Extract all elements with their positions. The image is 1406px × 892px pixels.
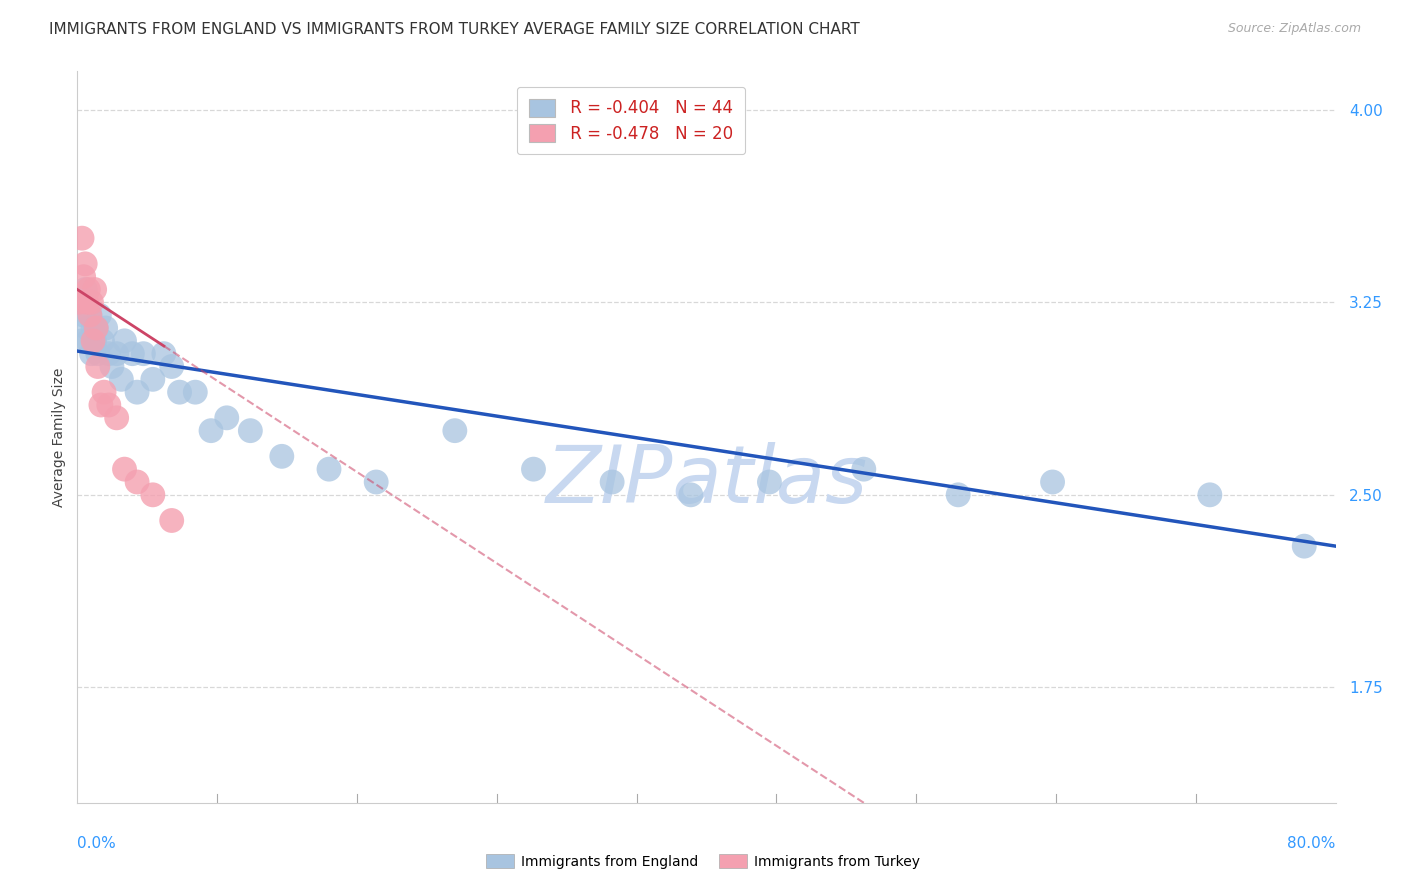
Point (114, 334, 136, 348)
Legend:  R = -0.404   N = 44,  R = -0.478   N = 20: R = -0.404 N = 44, R = -0.478 N = 20 (517, 87, 745, 154)
Point (366, 475, 388, 489)
Point (91, 334, 114, 348)
Legend: Immigrants from England, Immigrants from Turkey: Immigrants from England, Immigrants from… (481, 849, 925, 874)
Point (67, 295, 90, 310)
Point (93, 385, 115, 400)
Point (758, 475, 780, 489)
Point (1294, 539, 1316, 553)
Point (852, 462, 875, 476)
Point (110, 372, 132, 386)
Point (84, 321, 107, 335)
Point (87, 359, 110, 374)
Point (127, 385, 149, 400)
Point (160, 359, 183, 374)
Point (75, 283, 97, 297)
Y-axis label: Average Family Size: Average Family Size (52, 368, 66, 507)
Point (132, 346, 155, 360)
Point (105, 410, 128, 425)
Text: 0.0%: 0.0% (77, 836, 117, 851)
Point (153, 346, 176, 360)
Point (83, 283, 105, 297)
Point (87, 346, 110, 360)
Text: ZIPatlas: ZIPatlas (546, 442, 868, 520)
Point (90, 398, 112, 412)
Point (169, 385, 191, 400)
Point (79, 308, 101, 322)
Point (76, 321, 98, 335)
Point (72, 269, 94, 284)
Point (72, 308, 94, 322)
Point (76, 295, 98, 310)
Point (105, 346, 128, 360)
Point (948, 488, 970, 502)
Point (239, 424, 262, 438)
Point (89, 308, 111, 322)
Point (121, 346, 143, 360)
Point (184, 385, 207, 400)
Point (270, 450, 292, 464)
Point (77, 283, 100, 297)
Point (83, 334, 105, 348)
Point (600, 475, 623, 489)
Point (70, 231, 93, 245)
Point (679, 488, 702, 502)
Text: 80.0%: 80.0% (1288, 836, 1336, 851)
Point (127, 475, 149, 489)
Point (101, 359, 124, 374)
Point (142, 488, 165, 502)
Point (114, 462, 136, 476)
Point (1042, 475, 1064, 489)
Point (69, 295, 91, 310)
Point (80, 346, 103, 360)
Point (215, 410, 238, 425)
Point (200, 424, 222, 438)
Point (1198, 488, 1220, 502)
Point (142, 372, 165, 386)
Point (80, 295, 103, 310)
Point (82, 334, 104, 348)
Point (79, 308, 101, 322)
Point (94, 321, 117, 335)
Text: IMMIGRANTS FROM ENGLAND VS IMMIGRANTS FROM TURKEY AVERAGE FAMILY SIZE CORRELATIO: IMMIGRANTS FROM ENGLAND VS IMMIGRANTS FR… (49, 22, 860, 37)
Point (70, 334, 93, 348)
Point (77, 334, 100, 348)
Point (318, 462, 340, 476)
Point (97, 346, 120, 360)
Point (84, 321, 107, 335)
Point (82, 321, 104, 335)
Point (160, 514, 183, 528)
Text: Source: ZipAtlas.com: Source: ZipAtlas.com (1227, 22, 1361, 36)
Point (522, 462, 544, 476)
Point (75, 257, 97, 271)
Point (97, 398, 120, 412)
Point (444, 424, 467, 438)
